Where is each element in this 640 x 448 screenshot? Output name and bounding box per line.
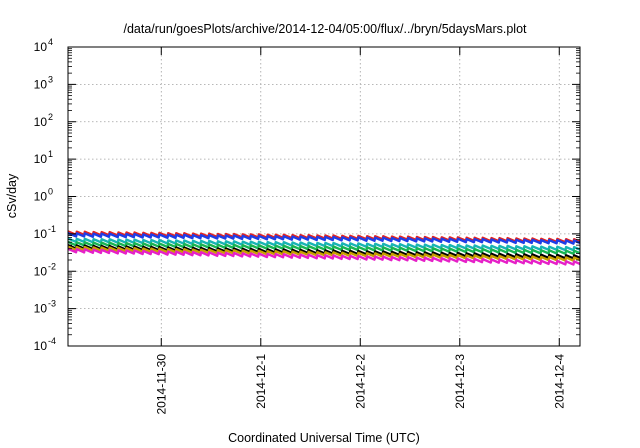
y-tick-label: 10: [34, 339, 48, 353]
y-tick-exponent: 2: [48, 112, 53, 122]
series-layer: [67, 230, 581, 266]
series-line-2: [67, 231, 581, 245]
y-tick-label: 10: [34, 152, 48, 166]
y-tick-exponent: 0: [48, 187, 53, 197]
y-tick-exponent: 1: [48, 149, 53, 159]
y-tick-label: 10: [34, 40, 48, 54]
y-tick-exponent: -3: [48, 299, 56, 309]
x-tick-label: 2014-11-30: [154, 354, 168, 415]
x-tick-label: 2014-12-1: [254, 354, 268, 409]
series-line-4: [67, 240, 581, 255]
y-tick-exponent: 4: [48, 37, 53, 47]
x-tick-labels: 2014-11-30 2014-12-1 2014-12-2 2014-12-3 201…: [154, 354, 566, 415]
series-line-5: [67, 244, 581, 260]
x-tick-label: 2014-12-2: [353, 354, 367, 409]
series-line-3: [67, 237, 581, 252]
y-tick-exponent: -4: [48, 336, 56, 346]
grid-lines: [68, 47, 580, 346]
y-tick-label: 10: [34, 227, 48, 241]
x-tick-label: 2014-12-4: [552, 354, 566, 409]
chart-title: /data/run/goesPlots/archive/2014-12-04/0…: [123, 22, 527, 36]
y-tick-label: 10: [34, 115, 48, 129]
y-tick-exponent: -1: [48, 224, 56, 234]
y-tick-exponent: 3: [48, 74, 53, 84]
axis-ticks: [68, 46, 580, 347]
series-line-6: [67, 245, 581, 262]
x-axis-label: Coordinated Universal Time (UTC): [228, 431, 420, 445]
y-tick-label: 10: [34, 190, 48, 204]
y-tick-label: 10: [34, 302, 48, 316]
y-tick-exponent: -2: [48, 261, 56, 271]
y-tick-label: 10: [34, 264, 48, 278]
y-axis-label: cSv/day: [5, 173, 19, 218]
series-line-7: [67, 247, 581, 266]
x-tick-label: 2014-12-3: [453, 354, 467, 409]
y-tick-label: 10: [34, 77, 48, 91]
